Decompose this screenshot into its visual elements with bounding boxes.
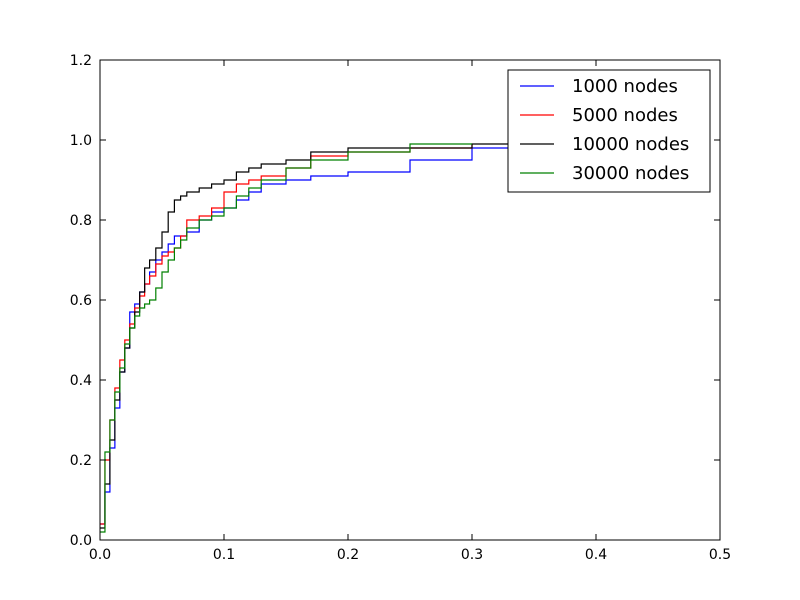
x-tick-label: 0.0 <box>89 547 111 563</box>
axis-ticks <box>99 59 721 541</box>
y-tick-label: 1.0 <box>70 133 92 149</box>
legend: 1000 nodes 5000 nodes 10000 nodes 30000 nod… <box>507 69 711 193</box>
x-tick-label: 0.3 <box>461 547 483 563</box>
x-tick-label: 0.1 <box>213 547 235 563</box>
legend-label-3: 30000 nodes <box>572 163 689 184</box>
x-tick-label: 0.2 <box>337 547 359 563</box>
legend-label-1: 5000 nodes <box>572 105 678 126</box>
y-tick-labels: 0.0 0.2 0.4 0.6 0.8 1.0 1.2 <box>70 53 92 549</box>
legend-entries: 1000 nodes 5000 nodes 10000 nodes 30000 nod… <box>520 76 689 184</box>
legend-frame <box>507 69 711 193</box>
series-line-3 <box>100 143 472 533</box>
y-tick-label: 0.4 <box>70 373 92 389</box>
plot-series <box>100 143 596 533</box>
x-tick-label: 0.4 <box>585 547 607 563</box>
series-line-2 <box>100 143 534 529</box>
y-tick-label: 0.8 <box>70 213 92 229</box>
y-tick-label: 1.2 <box>70 53 92 69</box>
legend-label-0: 1000 nodes <box>572 76 678 97</box>
y-tick-label: 0.6 <box>70 293 92 309</box>
x-tick-label: 0.5 <box>709 547 731 563</box>
legend-label-2: 10000 nodes <box>572 134 689 155</box>
y-tick-label: 0.2 <box>70 453 92 469</box>
y-tick-label: 0.0 <box>70 533 92 549</box>
series-line-1 <box>100 144 473 525</box>
x-tick-labels: 0.0 0.1 0.2 0.3 0.4 0.5 <box>89 547 731 563</box>
